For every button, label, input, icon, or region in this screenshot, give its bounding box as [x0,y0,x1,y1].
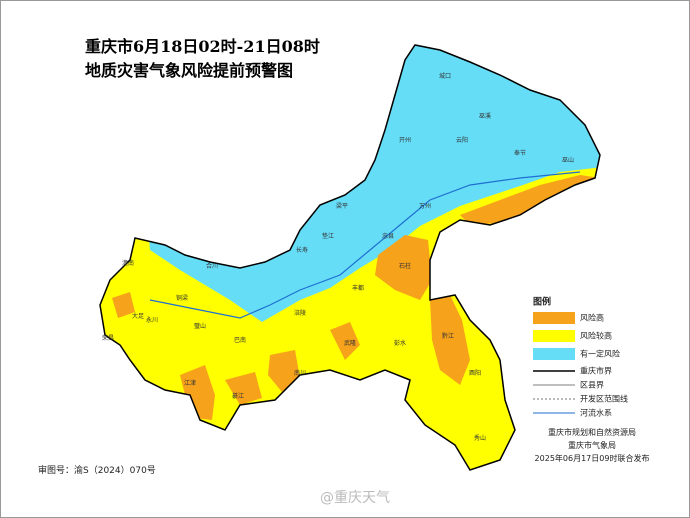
legend-swatch [533,348,575,360]
district-label: 巫溪 [479,112,491,120]
district-label: 奉节 [514,149,526,157]
zone-high [460,175,600,225]
legend-label: 风险高 [580,313,604,323]
legend-label: 区县界 [580,381,604,390]
district-label: 开州 [399,137,411,144]
zone-high [180,365,215,420]
district-label: 巴南 [234,336,246,344]
district-label: 酉阳 [469,369,481,377]
district-label: 潼南 [122,259,134,267]
review-number: 审图号：渝S（2024）070号 [38,464,156,476]
district-label: 永川 [146,316,158,324]
district-label: 江津 [184,380,196,387]
district-label: 梁平 [336,202,348,210]
district-label: 武隆 [344,339,356,347]
district-label: 荣昌 [102,334,114,342]
legend-label: 有一定风险 [580,349,620,359]
zone-high [268,350,300,392]
zone-high [225,372,262,405]
legend: 图例 风险高 风险较高 有一定风险 重庆市界 区县界 开发区范围线 河流水系 [533,296,628,418]
district-label: 城口 [439,73,451,80]
district-label: 石柱 [399,262,411,270]
district-label: 丰都 [352,284,364,292]
legend-label: 重庆市界 [580,366,612,376]
legend-label: 河流水系 [580,408,612,418]
district-label: 黔江 [442,332,454,340]
district-label: 垫江 [322,232,334,240]
credit: 重庆市规划和自然资源局 [548,427,636,437]
zone-high [430,295,470,385]
legend-label: 开发区范围线 [580,394,628,404]
credit: 重庆市气象局 [568,440,616,450]
legend-label: 风险较高 [580,331,612,341]
district-label: 合川 [206,262,218,270]
watermark: @重庆天气 [320,490,390,506]
district-label: 南川 [294,369,306,377]
legend-swatch [533,330,575,342]
zone-high [375,235,432,300]
title-line: 地质灾害气象风险提前预警图 [85,61,293,80]
district-label: 大足 [132,312,144,320]
zone-high [330,322,360,360]
district-label: 长寿 [296,246,308,254]
district-label: 忠县 [382,232,394,240]
title-line: 重庆市6月18日02时-21日08时 [85,37,320,56]
district-label: 涪陵 [294,309,306,317]
district-label: 秀山 [474,434,486,442]
credit: 2025年06月17日09时联合发布 [535,453,650,463]
district-label: 綦江 [232,392,244,400]
district-label: 云阳 [456,136,468,144]
district-label: 彭水 [394,339,406,347]
district-label: 万州 [419,203,431,210]
district-label: 巫山 [562,156,574,164]
district-label: 璧山 [194,322,206,330]
river [149,171,581,319]
district-label: 铜梁 [176,294,188,302]
legend-swatch [533,312,575,324]
legend-title: 图例 [533,296,551,308]
zone-high [112,292,135,318]
